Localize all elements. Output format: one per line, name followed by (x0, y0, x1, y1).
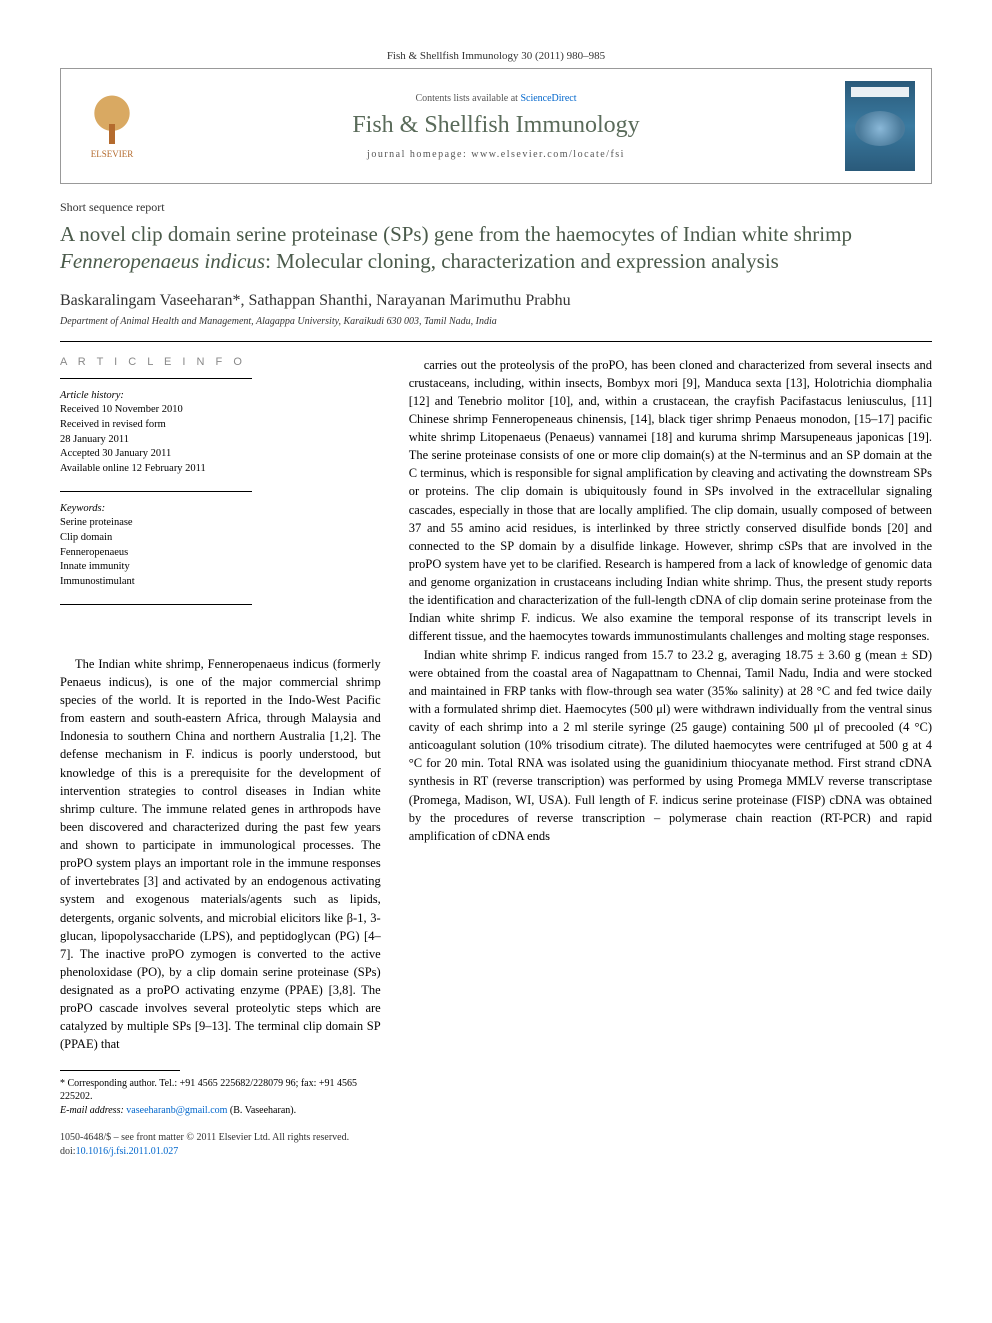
corresponding-author-footnote: * Corresponding author. Tel.: +91 4565 2… (60, 1077, 381, 1118)
history-line: Received in revised form (60, 418, 381, 433)
keywords-label: Keywords: (60, 502, 381, 517)
body-paragraph: The Indian white shrimp, Fenneropenaeus … (60, 655, 381, 1054)
footnote-separator (60, 1070, 180, 1071)
elsevier-tree-icon (87, 94, 137, 149)
keywords-block: Keywords: Serine proteinase Clip domain … (60, 502, 381, 590)
info-divider-3 (60, 604, 252, 605)
header-rule (60, 341, 932, 342)
keyword: Innate immunity (60, 560, 381, 575)
info-divider-2 (60, 491, 252, 492)
keyword: Clip domain (60, 531, 381, 546)
article-title: A novel clip domain serine proteinase (S… (60, 221, 932, 276)
email-label: E-mail address: (60, 1105, 126, 1116)
author-list: Baskaralingam Vaseeharan*, Sathappan Sha… (60, 292, 932, 310)
author-affiliation: Department of Animal Health and Manageme… (60, 316, 932, 327)
contents-available-text: Contents lists available at ScienceDirec… (163, 93, 829, 104)
body-left-column: The Indian white shrimp, Fenneropenaeus … (60, 655, 381, 1054)
body-right-column: carries out the proteolysis of the proPO… (409, 356, 932, 845)
body-paragraph: carries out the proteolysis of the proPO… (409, 356, 932, 646)
journal-header-box: ELSEVIER Contents lists available at Sci… (60, 68, 932, 184)
body-paragraph: Indian white shrimp F. indicus ranged fr… (409, 646, 932, 845)
copyright-footer: 1050-4648/$ – see front matter © 2011 El… (60, 1131, 932, 1159)
journal-name-heading: Fish & Shellfish Immunology (163, 112, 829, 139)
journal-cover-thumbnail (845, 81, 915, 171)
history-label: Article history: (60, 389, 381, 404)
elsevier-logo: ELSEVIER (77, 86, 147, 166)
homepage-url[interactable]: www.elsevier.com/locate/fsi (471, 149, 625, 160)
info-divider-1 (60, 378, 252, 379)
history-line: Received 10 November 2010 (60, 403, 381, 418)
keyword: Immunostimulant (60, 575, 381, 590)
article-info-heading: A R T I C L E I N F O (60, 356, 381, 368)
article-history-block: Article history: Received 10 November 20… (60, 389, 381, 477)
article-type-label: Short sequence report (60, 200, 932, 215)
keyword: Fenneropenaeus (60, 546, 381, 561)
history-line: Accepted 30 January 2011 (60, 447, 381, 462)
publisher-label: ELSEVIER (91, 149, 134, 159)
author-email-link[interactable]: vaseeharanb@gmail.com (126, 1105, 227, 1116)
homepage-text: journal homepage: www.elsevier.com/locat… (163, 149, 829, 160)
history-line: Available online 12 February 2011 (60, 462, 381, 477)
keyword: Serine proteinase (60, 516, 381, 531)
history-line: 28 January 2011 (60, 433, 381, 448)
journal-citation: Fish & Shellfish Immunology 30 (2011) 98… (60, 50, 932, 62)
sciencedirect-link[interactable]: ScienceDirect (520, 93, 576, 104)
doi-link[interactable]: 10.1016/j.fsi.2011.01.027 (76, 1146, 179, 1157)
